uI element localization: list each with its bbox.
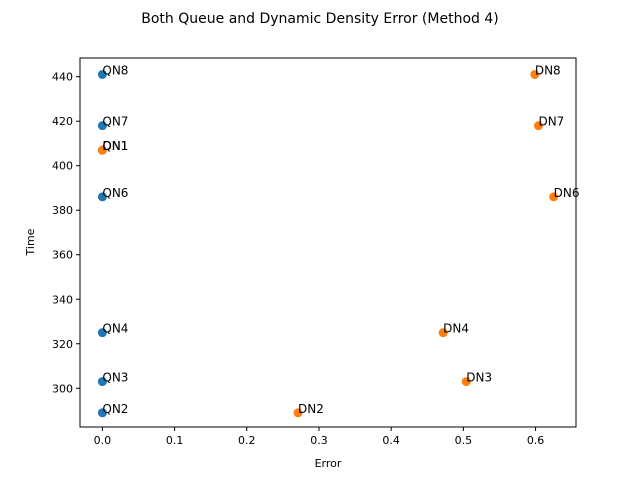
point-label: QN2	[102, 402, 128, 416]
point-label: QN4	[102, 322, 128, 336]
x-tick-label: 0.6	[527, 434, 545, 447]
x-tick-label: 0.3	[310, 434, 328, 447]
scatter-point	[97, 121, 107, 131]
point-label: DN8	[535, 63, 561, 77]
y-tick-label: 380	[52, 204, 73, 217]
x-tick-label: 0.4	[382, 434, 400, 447]
y-tick-label: 400	[52, 160, 73, 173]
y-tick-label: 360	[52, 249, 73, 262]
point-label: QN7	[102, 115, 128, 129]
x-tick-label: 0.0	[94, 434, 112, 447]
x-tick-label: 0.1	[166, 434, 184, 447]
y-tick-label: 300	[52, 382, 73, 395]
y-tick-label: 440	[52, 71, 73, 84]
scatter-point	[461, 377, 471, 387]
point-label: QN1	[102, 139, 128, 153]
plot-marks: QN2 QN3 QN4 QN6 QN1 QN7 QN8 DN1 DN2 DN3 DN4 DN6 DN7 D…	[97, 63, 580, 418]
plot-area-frame	[79, 57, 577, 428]
x-axis-ticks: 0.0 0.1 0.2 0.3 0.4 0.5 0.6	[94, 427, 545, 447]
scatter-point	[97, 377, 107, 387]
scatter-point	[97, 145, 107, 155]
y-axis-label: Time	[24, 228, 37, 256]
y-tick-label: 420	[52, 115, 73, 128]
point-label: DN6	[554, 186, 580, 200]
scatter-point	[97, 408, 107, 418]
scatter-point	[438, 328, 448, 338]
y-axis-ticks: 300 320 340 360 380 400 420 440	[52, 71, 80, 395]
point-label: DN1	[102, 139, 128, 153]
point-label: DN4	[443, 322, 469, 336]
scatter-point	[97, 328, 107, 338]
point-label: DN3	[466, 371, 492, 385]
point-label: DN7	[538, 115, 564, 129]
scatter-point	[549, 192, 559, 202]
y-tick-label: 340	[52, 293, 73, 306]
point-label: QN8	[102, 63, 128, 77]
chart-title: Both Queue and Dynamic Density Error (Me…	[141, 11, 498, 27]
point-label: DN2	[298, 402, 324, 416]
scatter-point	[530, 69, 540, 79]
x-axis-label: Error	[315, 457, 342, 470]
scatter-point	[97, 192, 107, 202]
scatter-point	[293, 408, 303, 418]
scatter-point	[533, 121, 543, 131]
point-label: QN3	[102, 371, 128, 385]
x-tick-label: 0.5	[455, 434, 473, 447]
x-tick-label: 0.2	[238, 434, 256, 447]
scatter-point	[97, 69, 107, 79]
point-label: QN6	[102, 186, 128, 200]
y-tick-label: 320	[52, 338, 73, 351]
